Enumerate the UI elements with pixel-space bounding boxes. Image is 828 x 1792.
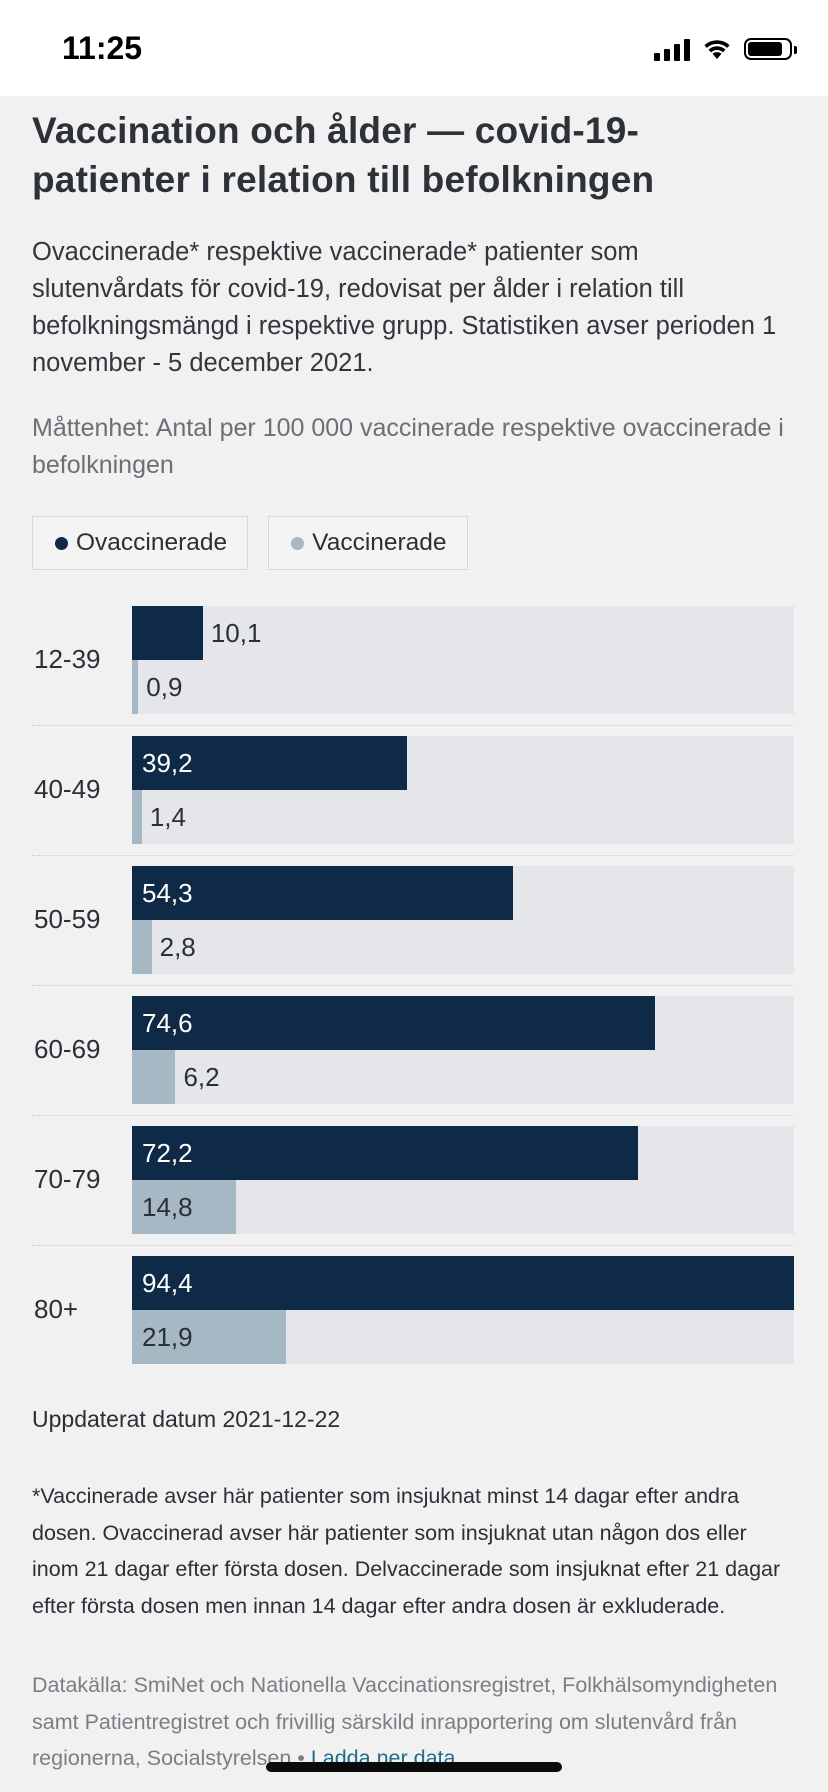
age-label: 80+ — [34, 1294, 79, 1324]
bar-track: 72,2 14,8 — [132, 1126, 794, 1234]
legend-label-vaccinerade: Vaccinerade — [312, 529, 447, 556]
cellular-signal-icon — [654, 37, 690, 61]
chart-group-60-69: 60-69 74,6 6,2 — [32, 996, 794, 1104]
value-label-ovaccinerade: 54,3 — [142, 878, 193, 908]
age-label: 40-49 — [34, 774, 101, 804]
value-label-ovaccinerade: 94,4 — [142, 1268, 193, 1298]
bar-vaccinerade — [132, 660, 139, 714]
intro-text: Ovaccinerade* respektive vaccinerade* pa… — [32, 238, 777, 377]
age-label: 70-79 — [34, 1164, 101, 1194]
bar-track: 54,3 2,8 — [132, 866, 794, 974]
chart-group-80plus: 80+ 94,4 21,9 — [32, 1256, 794, 1364]
value-label-vaccinerade: 21,9 — [142, 1322, 193, 1352]
status-icons — [654, 34, 797, 64]
value-label-ovaccinerade: 72,2 — [142, 1138, 193, 1168]
legend-toggle-vaccinerade[interactable]: Vaccinerade — [268, 516, 468, 570]
footnote: *Vaccinerade avser här patienter som ins… — [32, 1484, 781, 1618]
chart-group-40-49: 40-49 39,2 1,4 — [32, 736, 794, 844]
bar-ovaccinerade — [132, 1256, 794, 1310]
value-label-vaccinerade: 6,2 — [183, 1062, 220, 1092]
bar-vaccinerade — [132, 1180, 236, 1234]
bar-track: 10,1 0,9 — [132, 606, 794, 714]
vaccinerade-dot-icon — [291, 536, 305, 550]
row-separator — [32, 855, 794, 856]
age-label: 50-59 — [34, 904, 101, 934]
updated-date: Uppdaterat datum 2021-12-22 — [32, 1406, 341, 1432]
source-text: Datakälla: SmiNet och Nationella Vaccina… — [32, 1673, 778, 1770]
data-source: Datakälla: SmiNet och Nationella Vaccina… — [32, 1667, 796, 1777]
row-separator — [32, 1245, 794, 1246]
bar-ovaccinerade — [132, 866, 513, 920]
chart-group-50-59: 50-59 54,3 2,8 — [32, 866, 794, 974]
bar-track: 94,4 21,9 — [132, 1256, 794, 1364]
ovaccinerade-dot-icon — [55, 536, 68, 550]
bar-track: 39,2 1,4 — [132, 736, 794, 844]
unit-text: Måttenhet: Antal per 100 000 vaccinerade… — [32, 414, 784, 479]
bar-vaccinerade — [132, 790, 142, 844]
legend-toggle-ovaccinerade[interactable]: Ovaccinerade — [32, 516, 249, 570]
bar-ovaccinerade — [132, 736, 407, 790]
home-indicator — [266, 1762, 562, 1772]
bar-vaccinerade — [132, 1050, 176, 1104]
value-label-vaccinerade: 2,8 — [159, 932, 196, 962]
bar-track: 74,6 6,2 — [132, 996, 794, 1104]
bar-vaccinerade — [132, 920, 152, 974]
bar-ovaccinerade — [132, 996, 656, 1050]
value-label-ovaccinerade: 39,2 — [142, 748, 193, 778]
status-time: 11:25 — [62, 30, 143, 66]
chart-group-12-39: 12-39 10,1 0,9 — [32, 606, 794, 714]
value-label-ovaccinerade: 10,1 — [210, 618, 262, 648]
legend-label-ovaccinerade: Ovaccinerade — [76, 529, 228, 556]
value-label-vaccinerade: 14,8 — [142, 1192, 193, 1222]
bar-ovaccinerade — [132, 1126, 639, 1180]
status-bar: 11:25 — [0, 0, 828, 96]
chart-group-70-79: 70-79 72,2 14,8 — [32, 1126, 794, 1234]
age-label: 60-69 — [34, 1034, 101, 1064]
bar-ovaccinerade — [132, 606, 203, 660]
age-label: 12-39 — [34, 644, 101, 674]
page-title: Vaccination och ålder — covid-19-patient… — [32, 110, 655, 200]
row-separator — [32, 1115, 794, 1116]
row-separator — [32, 985, 794, 986]
wifi-icon — [704, 40, 730, 59]
value-label-ovaccinerade: 74,6 — [142, 1008, 193, 1038]
chart-legend: Ovaccinerade Vaccinerade — [32, 516, 468, 570]
bar-vaccinerade — [132, 1310, 286, 1364]
row-separator — [32, 725, 794, 726]
value-label-vaccinerade: 0,9 — [146, 672, 183, 702]
article: Vaccination och ålder — covid-19-patient… — [32, 96, 796, 484]
value-label-vaccinerade: 1,4 — [149, 802, 186, 832]
battery-icon — [744, 38, 797, 60]
